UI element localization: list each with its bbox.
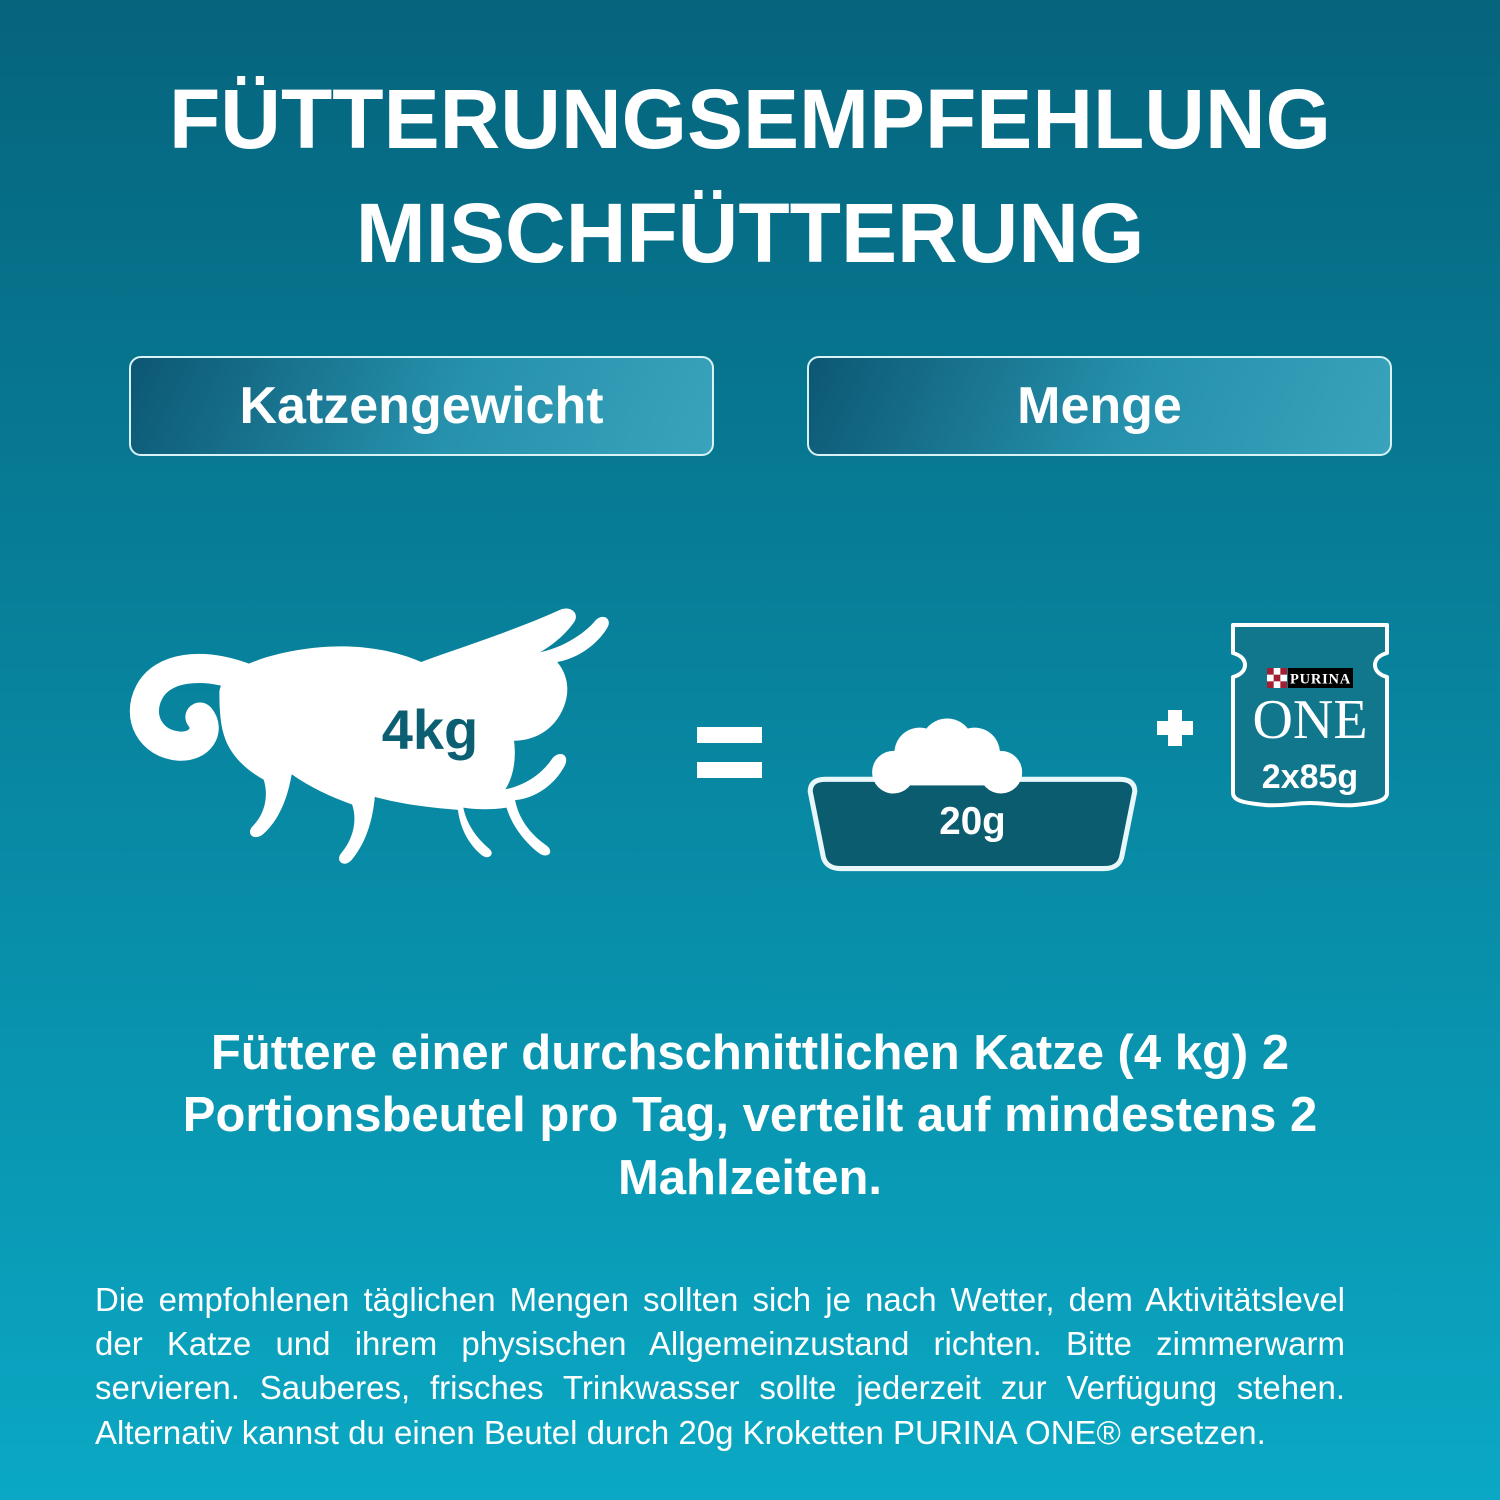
svg-text:2x85g: 2x85g xyxy=(1262,758,1358,796)
svg-text:20g: 20g xyxy=(939,800,1005,843)
svg-text:ONE: ONE xyxy=(1252,689,1367,751)
svg-text:PURINA: PURINA xyxy=(1290,671,1351,687)
